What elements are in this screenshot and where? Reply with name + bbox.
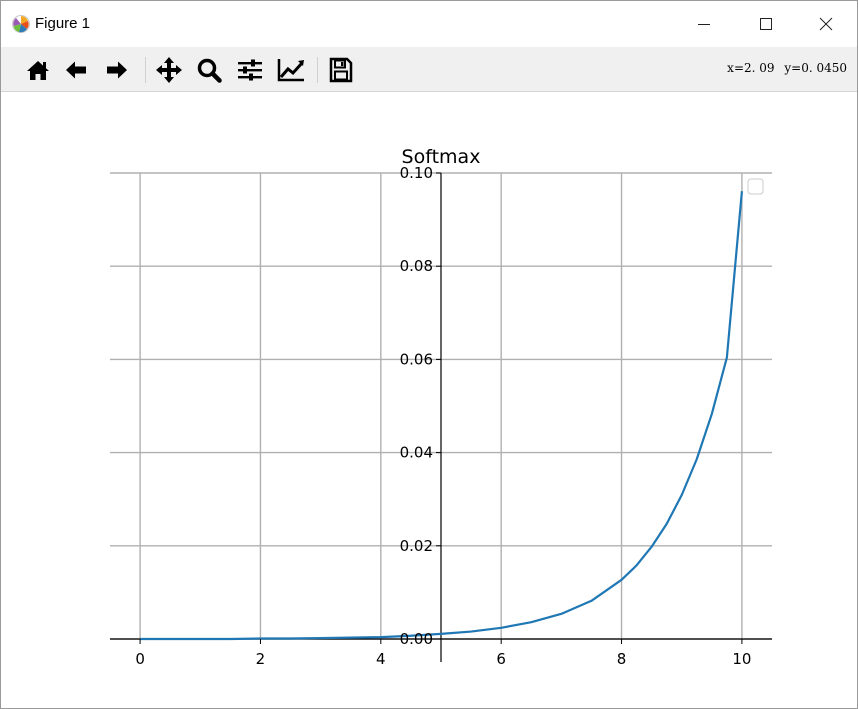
legend-box [747, 178, 764, 195]
pan-icon [156, 57, 182, 83]
x-tick-label: 6 [496, 650, 506, 668]
y-tick-label: 0.10 [400, 164, 433, 182]
back-button[interactable] [61, 55, 91, 85]
y-tick-label: 0.02 [400, 537, 433, 555]
softmax-line [140, 191, 744, 641]
edit-axis-button[interactable] [276, 55, 306, 85]
chart-title: Softmax [402, 146, 481, 168]
close-icon [819, 17, 833, 31]
maximize-icon [760, 18, 772, 30]
x-tick-label: 2 [256, 650, 266, 668]
forward-arrow-icon [107, 61, 127, 79]
home-icon [27, 61, 49, 80]
maximize-button[interactable] [735, 1, 797, 47]
zoom-icon [197, 58, 222, 83]
configure-subplots-button[interactable] [235, 55, 265, 85]
matplotlib-logo-icon [11, 14, 31, 34]
pan-button[interactable] [154, 55, 184, 85]
window-title: Figure 1 [35, 15, 91, 32]
y-tick-label: 0.06 [400, 350, 433, 368]
save-icon [329, 57, 353, 83]
x-tick-label: 8 [617, 650, 627, 668]
title-bar: Figure 1 [1, 1, 857, 47]
y-tick-label: 0.00 [400, 630, 433, 648]
back-arrow-icon [66, 61, 86, 79]
minimize-button[interactable] [673, 1, 735, 47]
subplots-icon [238, 59, 262, 81]
cursor-coordinates: x=2. 09 y=0. 0450 [727, 61, 847, 75]
edit-axes-icon [277, 59, 304, 82]
y-tick-label: 0.08 [400, 257, 433, 275]
softmax-plot: 0 2 4 6 8 10 0.00 0.02 0.04 0.06 0.08 0.10 Softmax [110, 146, 772, 668]
cursor-x-readout: x=2. 09 [727, 61, 775, 75]
toolbar-separator [317, 57, 318, 83]
minimize-icon [698, 24, 710, 25]
y-tick-label: 0.04 [400, 444, 433, 462]
toolbar-separator [145, 57, 146, 83]
x-tick-label: 10 [732, 650, 751, 668]
cursor-y-readout: y=0. 0450 [784, 61, 847, 75]
x-tick-label: 4 [376, 650, 386, 668]
zoom-button[interactable] [194, 55, 224, 85]
close-button[interactable] [795, 1, 857, 47]
save-button[interactable] [326, 55, 356, 85]
figure-canvas[interactable]: 0 2 4 6 8 10 0.00 0.02 0.04 0.06 0.08 0.10 Softmax [1, 92, 857, 708]
forward-button[interactable] [102, 55, 132, 85]
x-tick-label: 0 [135, 650, 145, 668]
home-button[interactable] [23, 55, 53, 85]
navigation-toolbar [1, 47, 857, 92]
